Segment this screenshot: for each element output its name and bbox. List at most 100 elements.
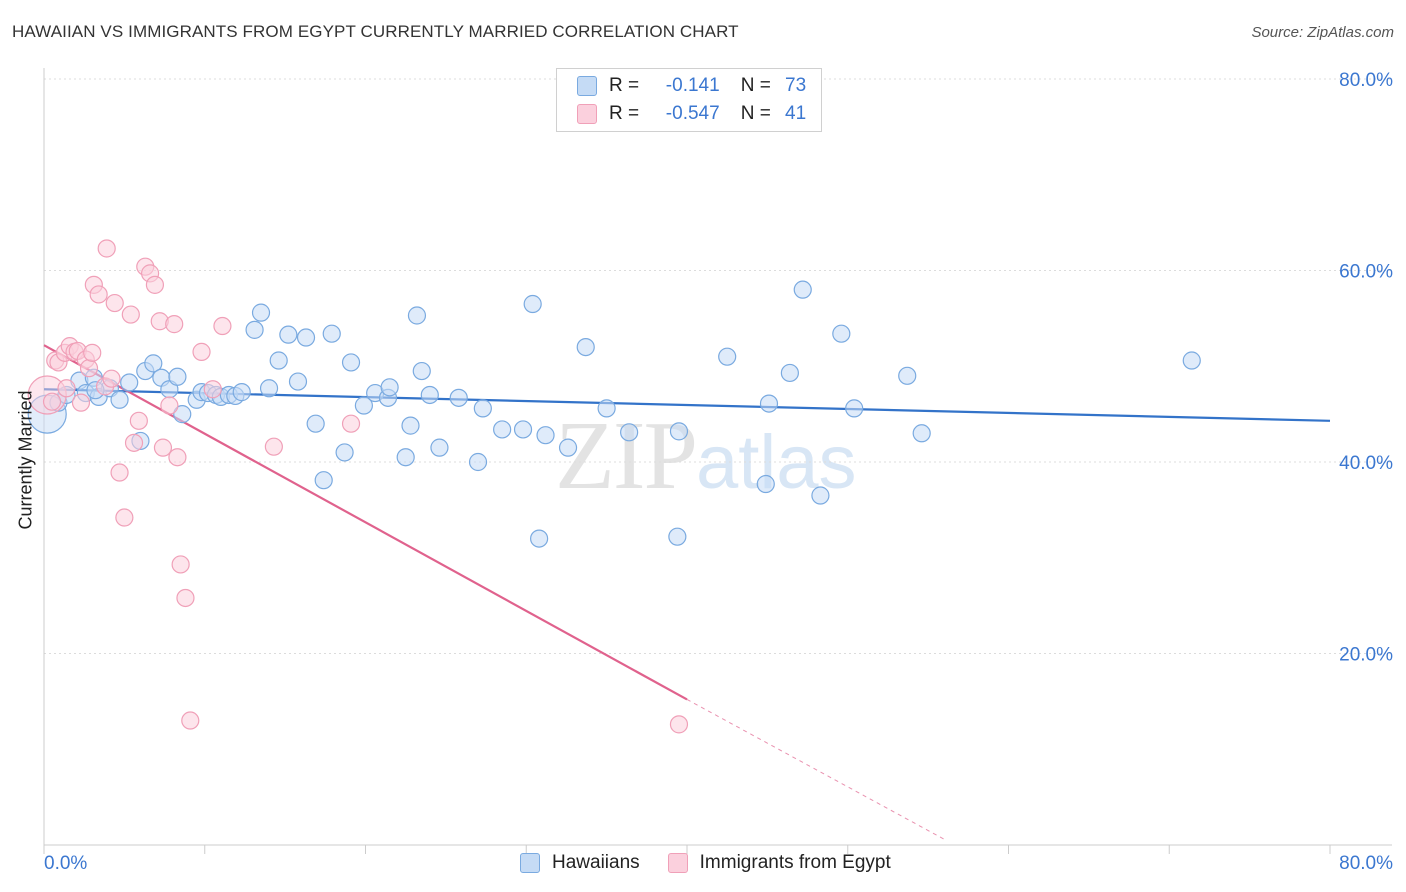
legend-n-value: 73 [785,75,807,96]
point-hawaiians [306,414,325,433]
point-hawaiians [811,486,830,505]
point-hawaiians [530,529,549,548]
point-hawaiians [396,448,415,467]
axes [43,68,1392,854]
point-hawaiians [288,372,308,391]
point-hawaiians [269,351,288,370]
point-egypt [145,275,165,294]
point-hawaiians [296,328,316,347]
point-hawaiians [597,399,616,418]
tick-labels: 20.0% 40.0% 60.0% 80.0% 0.0% 80.0% [44,70,1393,874]
legend-r-value: -0.547 [665,103,720,124]
point-hawaiians [259,379,279,398]
point-hawaiians [620,423,639,442]
point-hawaiians [912,424,931,443]
point-hawaiians [354,396,373,415]
point-hawaiians [780,363,799,383]
point-hawaiians [430,438,449,457]
legend-r-label: R = [609,103,640,124]
point-hawaiians [279,325,298,344]
legend-swatch-hawaiians [520,853,540,873]
chart-title: HAWAIIAN VS IMMIGRANTS FROM EGYPT CURREN… [12,22,739,41]
trend-lines [43,344,1331,840]
point-egypt [110,463,129,482]
point-hawaiians [558,438,578,457]
x-tick-label: 0.0% [44,853,87,874]
point-egypt [160,396,179,415]
point-hawaiians [144,354,163,373]
trend-line-egypt [43,344,688,701]
point-egypt [181,711,200,730]
point-hawaiians [449,388,468,407]
point-egypt [264,437,283,456]
point-egypt [129,411,148,430]
point-egypt [97,239,116,258]
point-hawaiians [110,390,129,409]
point-hawaiians [718,347,737,366]
point-hawaiians [401,416,420,435]
point-egypt [102,369,121,388]
point-hawaiians [513,420,533,439]
legend-item-hawaiians[interactable]: Hawaiians [520,852,640,874]
legend-swatch-egypt [667,853,688,873]
point-egypt [115,508,134,527]
point-hawaiians [407,306,427,325]
point-hawaiians [420,385,439,405]
point-egypt [42,392,62,411]
legend-n-value: 41 [785,103,807,124]
point-egypt [121,305,140,324]
point-egypt [171,555,190,574]
y-axis-label: Currently Married [15,390,36,530]
point-egypt [153,438,173,457]
point-hawaiians [493,420,512,439]
legend-label-hawaiians: Hawaiians [552,852,640,873]
point-egypt [105,293,124,313]
legend-r-label: R = [609,75,640,96]
point-hawaiians [232,383,251,402]
y-tick-label: 60.0% [1339,262,1393,283]
point-egypt [71,393,91,412]
point-hawaiians [523,294,542,314]
y-tick-label: 80.0% [1339,70,1393,91]
point-egypt [176,588,195,608]
point-hawaiians [168,367,187,386]
legend-row-hawaiians: R = -0.141 N = 73 [577,73,806,99]
point-egypt [89,285,108,304]
legend-swatch-hawaiians [577,76,597,96]
point-hawaiians [251,303,271,322]
legend-row-egypt: R = -0.547 N = 41 [577,101,806,127]
point-egypt [203,380,222,399]
point-hawaiians [341,353,361,372]
point-hawaiians [412,361,431,381]
chart-source: Source: ZipAtlas.com [1251,24,1394,41]
point-hawaiians [669,422,689,441]
point-egypt [192,342,211,361]
series-legend: Hawaiians Immigrants from Egypt [520,852,919,874]
x-tick-label: 80.0% [1339,853,1393,874]
point-egypt [213,316,232,336]
point-egypt [165,315,184,334]
point-egypt [341,414,361,433]
point-hawaiians [173,405,192,424]
point-egypt [168,448,187,467]
watermark-zip: ZIP [555,402,698,510]
legend-swatch-egypt [577,104,597,124]
legend-item-egypt[interactable]: Immigrants from Egypt [667,852,891,874]
point-hawaiians [322,324,341,343]
point-egypt [79,359,99,378]
point-hawaiians [793,280,812,299]
point-hawaiians [759,394,779,413]
y-tick-label: 40.0% [1339,453,1393,474]
point-hawaiians [576,338,595,357]
point-hawaiians [335,443,354,462]
correlation-legend: R = -0.141 N = 73 R = -0.547 N = 41 [556,68,822,132]
point-hawaiians [668,527,687,546]
point-egypt [669,715,689,734]
point-egypt [57,379,76,398]
y-tick-label: 20.0% [1339,645,1393,666]
point-egypt [83,343,102,362]
point-hawaiians [898,366,917,385]
point-hawaiians [245,320,264,339]
point-hawaiians [845,399,864,418]
